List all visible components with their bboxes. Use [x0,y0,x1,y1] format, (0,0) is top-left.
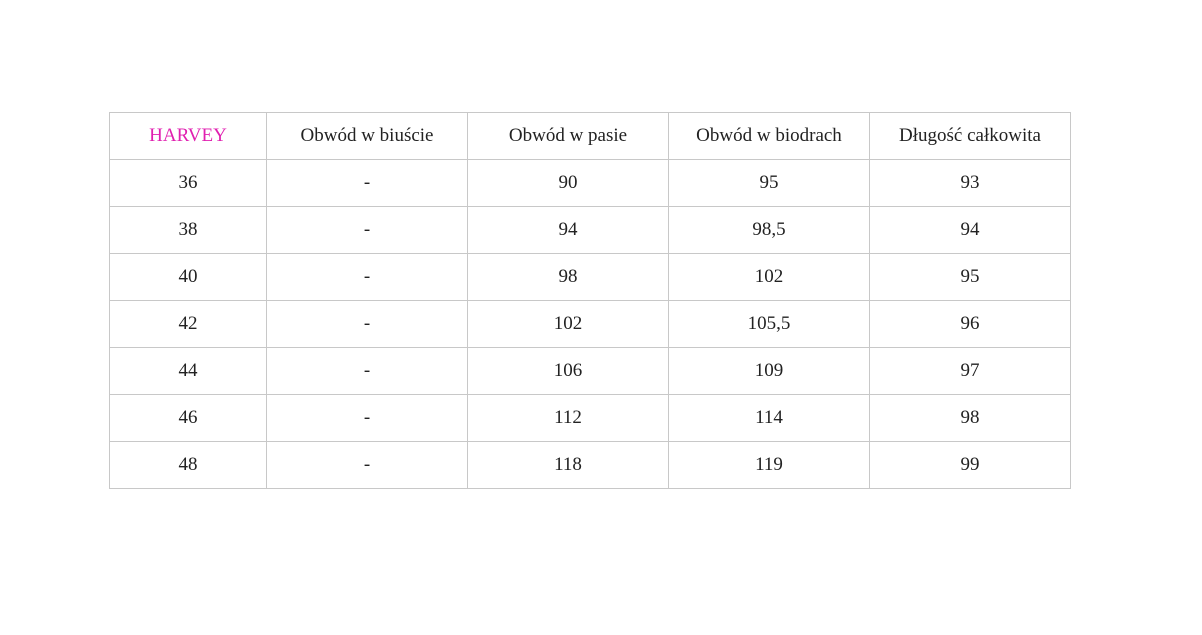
measure-cell: - [266,441,468,489]
measure-cell: 118 [467,441,669,489]
size-cell: 44 [109,347,267,395]
size-table: HARVEY Obwód w biuście Obwód w pasie Obwód … [109,112,1071,489]
size-row: 48-118 119 99 [109,441,1071,489]
measure-cell: 98 [467,253,669,301]
measure-cell: - [266,159,468,207]
table-body: HARVEY Obwód w biuście Obwód w pasie Obwód … [109,112,1071,489]
measure-cell: 102 [467,300,669,348]
measure-cell: 94 [869,206,1071,254]
measure-cell: - [266,300,468,348]
header-row: HARVEY Obwód w biuście Obwód w pasie Obwód … [109,112,1071,160]
size-row: 42-102 105,5 96 [109,300,1071,348]
measure-cell: 98 [869,394,1071,442]
measure-cell: 99 [869,441,1071,489]
measure-cell: 102 [668,253,870,301]
measure-cell: 112 [467,394,669,442]
size-row: 44-106 109 97 [109,347,1071,395]
measure-cell: 94 [467,206,669,254]
measure-cell: 96 [869,300,1071,348]
size-cell: 42 [109,300,267,348]
measure-cell: 119 [668,441,870,489]
measure-cell: 105,5 [668,300,870,348]
measure-cell: 90 [467,159,669,207]
size-cell: 38 [109,206,267,254]
measure-cell: - [266,253,468,301]
measure-cell: - [266,347,468,395]
measure-cell: 114 [668,394,870,442]
column-header: Obwód w biodrach [668,112,870,160]
measure-cell: 97 [869,347,1071,395]
size-cell: 40 [109,253,267,301]
measure-cell: 109 [668,347,870,395]
size-cell: 36 [109,159,267,207]
size-row: 40-98 102 95 [109,253,1071,301]
measure-cell: 98,5 [668,206,870,254]
measure-cell: - [266,394,468,442]
brand-name: HARVEY [109,112,267,160]
size-row: 46-112 114 98 [109,394,1071,442]
size-cell: 46 [109,394,267,442]
measure-cell: 95 [869,253,1071,301]
measure-cell: 95 [668,159,870,207]
column-header: Długość całkowita [869,112,1071,160]
measure-cell: - [266,206,468,254]
size-row: 36-90 95 93 [109,159,1071,207]
size-row: 38-94 98,5 94 [109,206,1071,254]
measure-cell: 93 [869,159,1071,207]
measure-cell: 106 [467,347,669,395]
column-header: Obwód w pasie [467,112,669,160]
column-header: Obwód w biuście [266,112,468,160]
size-cell: 48 [109,441,267,489]
